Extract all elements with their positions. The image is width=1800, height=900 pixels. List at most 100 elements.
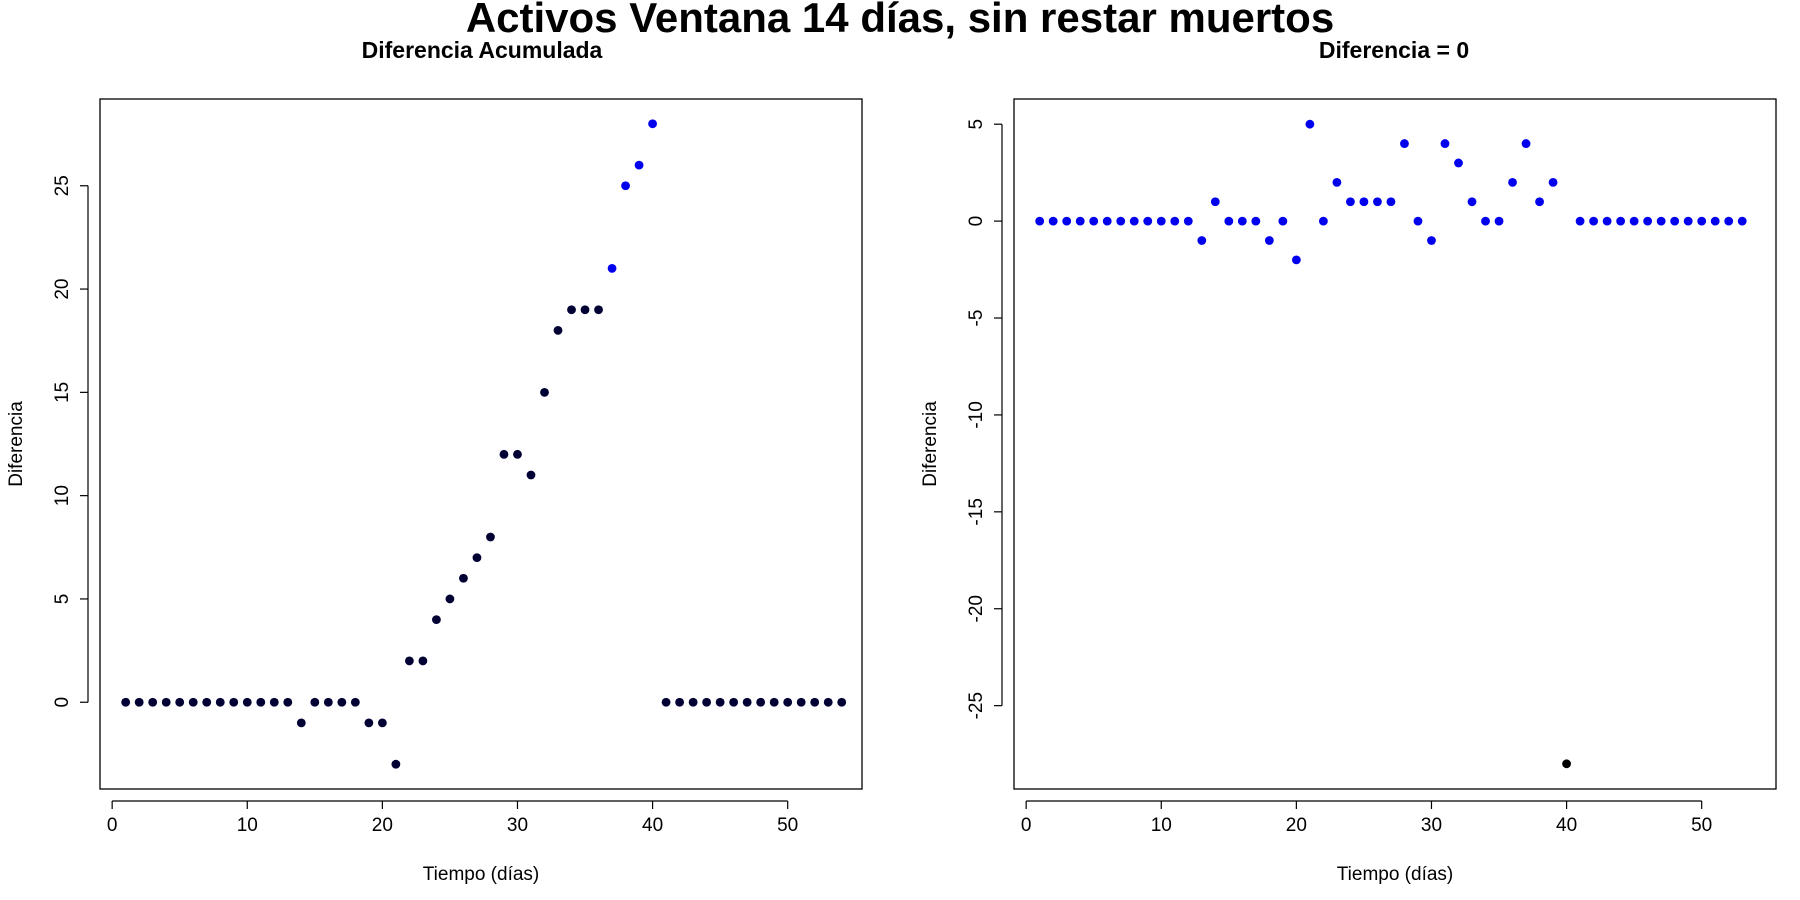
data-point [1602, 216, 1612, 226]
data-point [621, 181, 630, 191]
data-point [526, 470, 536, 480]
data-point [810, 697, 820, 707]
data-point [229, 697, 239, 707]
data-point [1251, 216, 1261, 226]
data-point [1643, 216, 1653, 226]
data-point [296, 718, 306, 728]
data-point [364, 718, 374, 728]
x-tick-label: 30 [1421, 815, 1442, 836]
data-point [134, 697, 144, 707]
data-point [404, 656, 414, 666]
data-point [121, 697, 131, 707]
y-tick-label: 0 [966, 216, 987, 227]
data-point [567, 305, 576, 315]
data-point [1670, 216, 1680, 226]
data-point [1359, 197, 1369, 207]
data-point [1724, 216, 1734, 226]
data-point [1048, 216, 1058, 226]
data-point [377, 718, 387, 728]
data-point [1332, 177, 1342, 187]
x-tick-label: 20 [372, 815, 393, 836]
data-point [1183, 216, 1193, 226]
data-point [1264, 236, 1274, 245]
data-point [1156, 216, 1166, 226]
data-point [1589, 216, 1599, 226]
x-tick-label: 10 [237, 815, 258, 836]
data-point [742, 697, 752, 707]
data-point [1089, 216, 1099, 226]
x-tick-label: 50 [1691, 815, 1712, 836]
data-point [1129, 216, 1139, 226]
data-point [1075, 216, 1085, 226]
data-point [594, 305, 603, 315]
data-point [1656, 216, 1666, 226]
data-point [1616, 216, 1626, 226]
data-point [202, 697, 212, 707]
data-point [1710, 216, 1720, 226]
x-tick-label: 40 [1556, 815, 1577, 836]
data-point [1237, 216, 1247, 226]
y-tick-label: -15 [966, 498, 987, 525]
data-point [1386, 197, 1396, 207]
data-point [1291, 255, 1301, 265]
data-point [432, 615, 441, 624]
y-tick-label: -25 [966, 692, 987, 719]
data-point [756, 697, 766, 707]
data-point [459, 573, 468, 583]
data-point [796, 697, 806, 707]
x-tick-label: 20 [1286, 815, 1307, 836]
data-point [1467, 197, 1477, 207]
y-tick-label: -5 [966, 310, 987, 327]
data-point [391, 759, 401, 769]
panel-title: Diferencia = 0 [1319, 37, 1469, 63]
data-point [1413, 216, 1423, 226]
data-point [688, 697, 698, 707]
data-point [1697, 216, 1707, 226]
data-point [486, 532, 495, 542]
data-point [256, 697, 266, 707]
data-point [1102, 216, 1112, 226]
y-tick-label: -10 [966, 401, 987, 428]
y-tick-label: 10 [52, 485, 73, 506]
data-point [1521, 139, 1531, 148]
x-tick-label: 40 [642, 815, 663, 836]
data-point [1508, 177, 1517, 187]
data-point [1116, 216, 1126, 226]
chart-panel-zero: Diferencia = 00 10 20 30 40 5050-5-10-15-20-2… [920, 37, 1777, 885]
data-point [1035, 216, 1045, 226]
data-point [580, 305, 590, 315]
data-point [188, 697, 198, 707]
x-tick-label: 0 [107, 815, 118, 836]
data-point [823, 697, 833, 707]
data-point [323, 697, 333, 707]
data-point [1224, 216, 1234, 226]
data-point [1562, 759, 1571, 769]
data-point [499, 449, 509, 459]
x-axis-label: Tiempo (días) [423, 864, 540, 885]
x-tick-label: 10 [1151, 815, 1172, 836]
data-point [607, 264, 617, 273]
plot-frame [99, 98, 863, 790]
data-point [837, 697, 847, 707]
data-point [337, 697, 347, 707]
chart-panel-cumulative: Diferencia Acumulada 0 10 20 30 40 50 0 5 10 15 20 2… [6, 37, 863, 885]
data-point [1575, 216, 1585, 226]
figure-title: Activos Ventana 14 días, sin restar muer… [466, 0, 1334, 41]
y-axis-label: Diferencia [6, 401, 27, 487]
data-point [648, 119, 657, 129]
data-point [175, 697, 185, 707]
data-point [1062, 216, 1072, 226]
data-point [1454, 158, 1463, 168]
data-point [729, 697, 739, 707]
data-point [1346, 197, 1355, 207]
data-point [1278, 216, 1288, 226]
data-point [702, 697, 712, 707]
data-point [540, 387, 549, 397]
panel-title: Diferencia Acumulada [362, 37, 603, 63]
data-point [675, 697, 685, 707]
x-tick-label: 0 [1021, 815, 1032, 836]
data-point [1373, 197, 1382, 207]
data-point [418, 656, 428, 666]
data-point [1683, 216, 1693, 226]
